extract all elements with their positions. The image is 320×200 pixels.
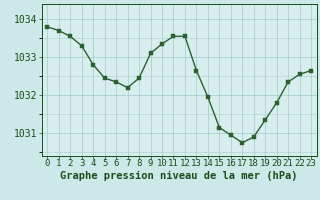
X-axis label: Graphe pression niveau de la mer (hPa): Graphe pression niveau de la mer (hPa)	[60, 171, 298, 181]
